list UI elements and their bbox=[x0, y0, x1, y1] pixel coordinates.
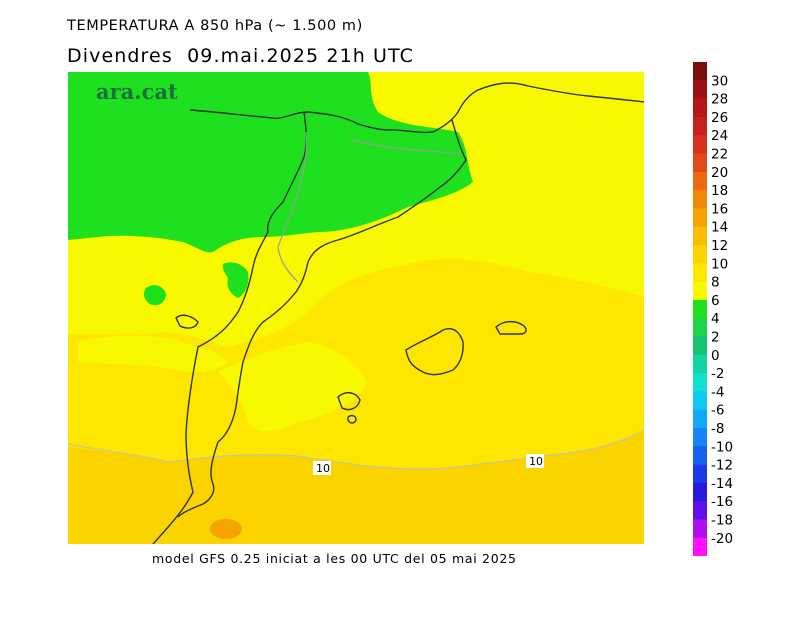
legend-color-swatch bbox=[693, 281, 707, 301]
legend-tick-label: -4 bbox=[711, 384, 724, 400]
legend-tick-label: -20 bbox=[711, 531, 733, 547]
legend-tick-label: -16 bbox=[711, 494, 733, 510]
contour-label-10-left: 10 bbox=[313, 461, 331, 475]
legend-color-swatch bbox=[693, 62, 707, 81]
map-subtitle-date: Divendres 09.mai.2025 21h UTC bbox=[67, 45, 415, 67]
legend-color-swatch bbox=[693, 373, 707, 392]
legend-color-swatch bbox=[693, 263, 707, 283]
legend-tick-label: 14 bbox=[711, 220, 728, 236]
legend-color-swatch bbox=[693, 80, 707, 100]
legend-tick-label: -10 bbox=[711, 439, 733, 455]
svg-text:10: 10 bbox=[316, 462, 330, 475]
legend-color-swatch bbox=[693, 208, 707, 228]
field-4-6-c bbox=[143, 285, 166, 306]
field-4-6-b bbox=[222, 262, 249, 298]
coastlines bbox=[152, 82, 644, 544]
legend-tick-label: 10 bbox=[711, 256, 728, 272]
legend-color-swatch bbox=[693, 98, 707, 118]
legend-tick-label: -18 bbox=[711, 513, 733, 529]
field-6-8-c bbox=[218, 342, 368, 432]
legend-tick-labels: 302826242220181614121086420-2-4-6-8-10-1… bbox=[711, 73, 733, 547]
legend-tick-label: -8 bbox=[711, 421, 724, 437]
legend-color-swatch bbox=[693, 501, 707, 520]
contour-label-10-right: 10 bbox=[526, 454, 544, 468]
legend-tick-label: -12 bbox=[711, 458, 733, 474]
legend-tick-label: 4 bbox=[711, 311, 720, 327]
legend-tick-label: 0 bbox=[711, 348, 720, 364]
legend-tick-label: 12 bbox=[711, 238, 728, 254]
legend-tick-label: 30 bbox=[711, 73, 728, 89]
legend-color-swatch bbox=[693, 354, 707, 374]
legend-color-swatch bbox=[693, 226, 707, 246]
legend-tick-label: 24 bbox=[711, 128, 728, 144]
legend-color-swatch bbox=[693, 482, 707, 502]
legend-color-bars bbox=[693, 62, 707, 556]
legend-tick-label: 28 bbox=[711, 92, 728, 108]
temperature-legend: 302826242220181614121086420-2-4-6-8-10-1… bbox=[693, 62, 733, 556]
field-4-6 bbox=[68, 72, 473, 253]
legend-tick-label: 2 bbox=[711, 330, 720, 346]
field-10-12-b bbox=[68, 452, 138, 544]
field-10-12 bbox=[68, 430, 644, 544]
legend-tick-label: 18 bbox=[711, 183, 728, 199]
legend-color-swatch bbox=[693, 245, 707, 264]
legend-color-swatch bbox=[693, 135, 707, 154]
svg-text:10: 10 bbox=[529, 455, 543, 468]
legend-tick-label: 16 bbox=[711, 201, 728, 217]
legend-tick-label: 6 bbox=[711, 293, 720, 309]
legend-color-swatch bbox=[693, 171, 707, 191]
legend-color-swatch bbox=[693, 116, 707, 136]
legend-color-swatch bbox=[693, 391, 707, 411]
isotherm-10 bbox=[68, 429, 644, 470]
legend-color-swatch bbox=[693, 409, 707, 429]
legend-color-swatch bbox=[693, 519, 707, 539]
legend-tick-label: -2 bbox=[711, 366, 724, 382]
model-run-footer: model GFS 0.25 iniciat a les 00 UTC del … bbox=[152, 551, 517, 566]
legend-tick-label: 26 bbox=[711, 110, 728, 126]
legend-color-swatch bbox=[693, 464, 707, 484]
legend-color-swatch bbox=[693, 299, 707, 319]
legend-color-swatch bbox=[693, 428, 707, 447]
legend-tick-label: -14 bbox=[711, 476, 733, 492]
map-title: TEMPERATURA A 850 hPa (~ 1.500 m) bbox=[67, 18, 363, 34]
temperature-map: ara.cat 10 10 bbox=[68, 72, 644, 544]
legend-color-swatch bbox=[693, 336, 707, 356]
brand-logo: ara.cat bbox=[96, 79, 178, 104]
legend-color-swatch bbox=[693, 153, 707, 173]
river-lines bbox=[277, 131, 461, 283]
legend-tick-label: -6 bbox=[711, 403, 724, 419]
legend-tick-label: 20 bbox=[711, 165, 728, 181]
legend-color-swatch bbox=[693, 446, 707, 466]
legend-color-swatch bbox=[693, 190, 707, 209]
legend-tick-label: 8 bbox=[711, 275, 720, 291]
field-12-14-spot bbox=[210, 519, 242, 539]
field-6-8-b bbox=[78, 335, 228, 372]
legend-color-swatch bbox=[693, 537, 707, 556]
legend-color-swatch bbox=[693, 318, 707, 337]
legend-tick-label: 22 bbox=[711, 147, 728, 163]
